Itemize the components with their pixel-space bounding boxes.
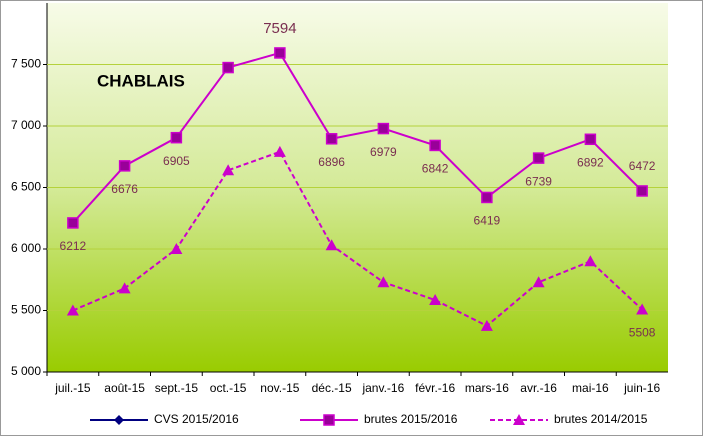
point xyxy=(513,414,525,425)
x-tick-label: févr.-16 xyxy=(415,381,455,395)
y-tick-label: 6 000 xyxy=(11,241,41,255)
point xyxy=(636,303,649,315)
x-tick-label: mai-16 xyxy=(572,381,609,395)
x-tick-label: août-15 xyxy=(104,381,145,395)
y-tick-label: 6 500 xyxy=(11,180,41,194)
x-tick-label: janv.-16 xyxy=(361,381,404,395)
y-tick-label: 7 000 xyxy=(11,118,41,132)
data-label: 6739 xyxy=(525,174,552,188)
y-tick-label: 7 500 xyxy=(11,57,41,71)
data-label: 6896 xyxy=(318,155,345,169)
point xyxy=(532,152,545,164)
legend-label: CVS 2015/2016 xyxy=(154,412,239,426)
point xyxy=(118,282,131,294)
x-tick-label: nov.-15 xyxy=(260,381,299,395)
y-tick-label: 5 500 xyxy=(11,303,41,317)
data-label: 7594 xyxy=(263,20,296,37)
point xyxy=(429,139,441,152)
x-tick-label: juil.-15 xyxy=(54,381,91,395)
point xyxy=(273,145,286,157)
y-tick-label: 5 000 xyxy=(11,364,41,378)
data-label: 6472 xyxy=(629,159,656,173)
data-label: 6905 xyxy=(163,154,190,168)
point xyxy=(66,304,79,316)
point xyxy=(636,185,648,197)
data-label: 6979 xyxy=(370,145,397,159)
legend-label: brutes 2014/2015 xyxy=(554,412,648,426)
point xyxy=(325,239,338,251)
point xyxy=(377,122,390,135)
x-tick-label: juin-16 xyxy=(623,381,660,395)
x-tick-label: déc.-15 xyxy=(312,381,352,395)
x-tick-label: mars-16 xyxy=(465,381,509,395)
x-tick-label: sept.-15 xyxy=(155,381,199,395)
point xyxy=(323,414,335,426)
point xyxy=(114,415,124,425)
series-line xyxy=(72,150,643,328)
point xyxy=(532,276,545,288)
point xyxy=(170,243,183,254)
point xyxy=(274,47,286,59)
point xyxy=(170,131,183,144)
point xyxy=(429,294,442,306)
data-label: 6892 xyxy=(577,155,604,169)
x-tick-label: avr.-16 xyxy=(520,381,557,395)
point xyxy=(118,160,131,172)
point xyxy=(67,217,79,229)
data-label: 5508 xyxy=(629,326,656,340)
point xyxy=(325,133,338,145)
point xyxy=(480,319,493,331)
point xyxy=(222,61,234,74)
data-label: 6419 xyxy=(474,214,501,228)
point xyxy=(584,133,597,146)
data-label: 6842 xyxy=(422,162,449,176)
point xyxy=(377,276,390,288)
series-line xyxy=(72,51,643,224)
legend-label: brutes 2015/2016 xyxy=(364,412,458,426)
data-label: 6212 xyxy=(60,239,87,253)
point xyxy=(481,191,493,204)
chart-title: CHABLAIS xyxy=(97,71,185,90)
data-label: 6676 xyxy=(111,182,138,196)
x-tick-label: oct.-15 xyxy=(210,381,247,395)
point xyxy=(222,164,235,176)
point xyxy=(584,255,597,267)
